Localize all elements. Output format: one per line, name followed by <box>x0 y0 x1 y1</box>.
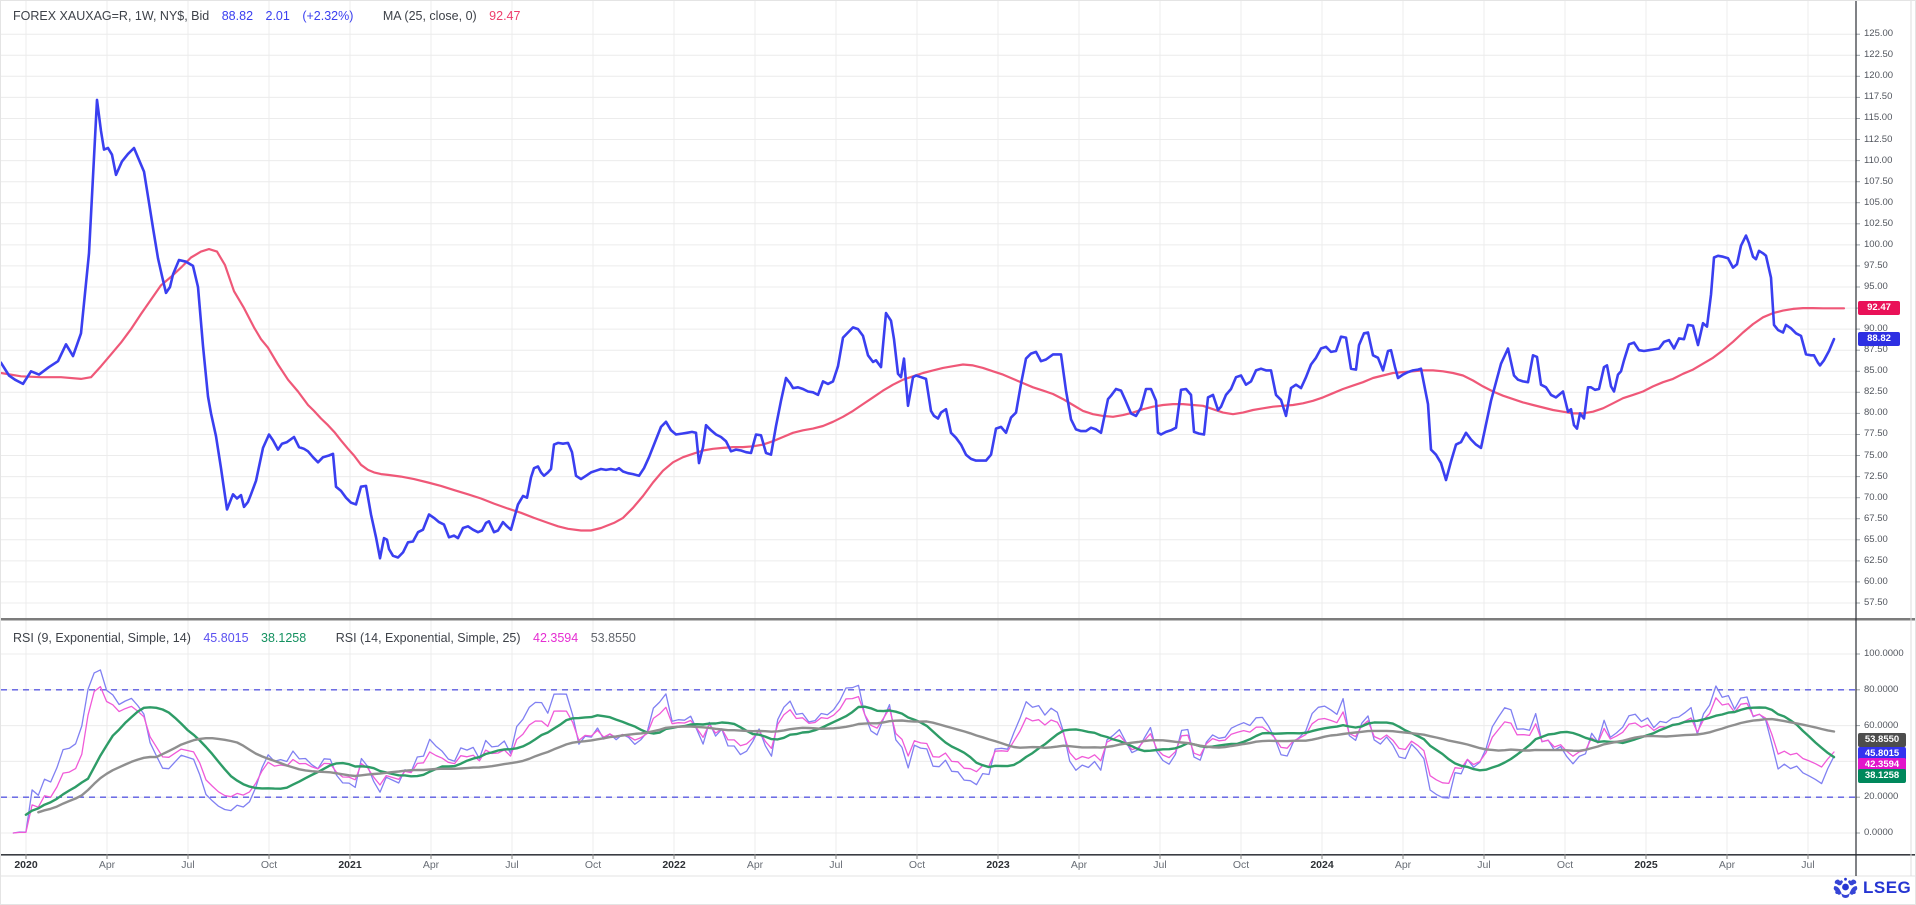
time-tick-label: Oct <box>1556 859 1574 871</box>
rsi-axis-label: 0.0000 <box>1864 827 1894 838</box>
rsi9-legend-label[interactable]: RSI (9, Exponential, Simple, 14) <box>13 631 191 645</box>
price-axis-label: 102.50 <box>1864 217 1894 229</box>
time-tick-label: Jul <box>829 859 843 871</box>
time-tick-label: Jul <box>505 859 519 871</box>
ma-value-badge: 92.47 <box>1858 301 1900 316</box>
time-tick-label: Oct <box>1232 859 1250 871</box>
price-axis-label: 117.50 <box>1864 91 1893 103</box>
time-tick-label: Apr <box>422 859 440 871</box>
time-tick-label: Apr <box>1070 859 1088 871</box>
last-price-badge: 88.82 <box>1858 332 1900 347</box>
lseg-logo-text: LSEG <box>1863 878 1912 897</box>
rsi14-legend-label[interactable]: RSI (14, Exponential, Simple, 25) <box>335 631 521 645</box>
time-tick-label: Jul <box>1477 859 1491 871</box>
price-legend: FOREX XAUXAG=R, 1W, NY$, Bid 88.82 2.01 … <box>13 9 520 23</box>
time-tick-label: 2020 <box>14 859 38 871</box>
time-tick-label: Apr <box>746 859 764 871</box>
rsi14-signal-value: 53.8550 <box>590 631 636 645</box>
time-tick-label: Apr <box>1718 859 1736 871</box>
price-axis-label: 70.00 <box>1864 491 1888 503</box>
price-axis-label: 87.50 <box>1864 344 1888 356</box>
price-axis-label: 65.00 <box>1864 533 1888 545</box>
price-axis-label: 72.50 <box>1864 470 1888 482</box>
rsi-value-badge: 53.8550 <box>1858 733 1906 747</box>
rsi9-value: 45.8015 <box>203 631 249 645</box>
time-tick-label: Oct <box>260 859 278 871</box>
time-tick-label: 2025 <box>1634 859 1658 871</box>
price-axis-label: 95.00 <box>1864 281 1888 292</box>
rsi-axis-label: 60.0000 <box>1864 719 1899 731</box>
rsi-axis-label: 100.0000 <box>1864 648 1904 659</box>
last-price-value: 88.82 <box>221 9 254 23</box>
rsi14-value: 42.3594 <box>533 631 579 645</box>
price-axis-label: 115.00 <box>1864 112 1893 124</box>
price-axis-label: 77.50 <box>1864 428 1888 440</box>
rsi-value-badge: 38.1258 <box>1858 769 1906 783</box>
price-axis-label: 107.50 <box>1864 175 1894 187</box>
price-axis-label: 125.00 <box>1864 28 1894 40</box>
change-value: 2.01 <box>265 9 290 23</box>
price-axis-label: 60.00 <box>1864 575 1888 587</box>
price-axis-label: 105.00 <box>1864 196 1894 208</box>
price-axis-label: 97.50 <box>1864 259 1888 271</box>
price-axis-label: 82.50 <box>1864 386 1888 398</box>
price-axis-label: 110.00 <box>1864 154 1893 166</box>
time-tick-label: 2022 <box>662 859 686 871</box>
price-axis-label: 85.00 <box>1864 365 1888 377</box>
rsi-legend: RSI (9, Exponential, Simple, 14) 45.8015… <box>13 631 636 645</box>
time-tick-label: Oct <box>584 859 602 871</box>
time-tick-label: Jul <box>1801 859 1815 871</box>
rsi-axis-label: 20.0000 <box>1864 791 1899 803</box>
price-axis-label: 80.00 <box>1864 407 1888 419</box>
time-tick-label: 2023 <box>986 859 1010 871</box>
time-tick-label: Oct <box>908 859 926 871</box>
price-axis-label: 62.50 <box>1864 554 1888 566</box>
ma-current-value: 92.47 <box>489 9 521 23</box>
rsi9-signal-value: 38.1258 <box>261 631 307 645</box>
time-tick-label: Jul <box>181 859 195 871</box>
time-tick-label: Apr <box>1394 859 1412 871</box>
instrument-label[interactable]: FOREX XAUXAG=R, 1W, NY$, Bid <box>13 9 210 23</box>
price-axis-label: 120.00 <box>1864 70 1894 82</box>
ma-legend-label[interactable]: MA (25, close, 0) <box>382 9 477 23</box>
price-axis-label: 112.50 <box>1864 133 1893 145</box>
rsi-value-badge: 42.3594 <box>1858 758 1906 772</box>
lseg-crest-icon <box>1833 877 1858 898</box>
price-axis-label: 90.00 <box>1864 323 1888 335</box>
time-tick-label: 2021 <box>338 859 362 871</box>
price-axis-label: 67.50 <box>1864 512 1888 524</box>
lseg-logo: LSEG <box>1832 877 1911 899</box>
rsi-axis-label: 80.0000 <box>1864 683 1899 695</box>
time-tick-label: 2024 <box>1310 859 1334 871</box>
price-axis-label: 100.00 <box>1864 238 1894 250</box>
change-percent-value: (+2.32%) <box>302 9 354 23</box>
price-axis-label: 75.00 <box>1864 449 1888 461</box>
time-tick-label: Apr <box>98 859 116 871</box>
price-axis-label: 122.50 <box>1864 49 1894 61</box>
price-axis-label: 57.50 <box>1864 597 1888 608</box>
rsi-value-badge: 45.8015 <box>1858 747 1906 761</box>
time-tick-label: Jul <box>1153 859 1167 871</box>
